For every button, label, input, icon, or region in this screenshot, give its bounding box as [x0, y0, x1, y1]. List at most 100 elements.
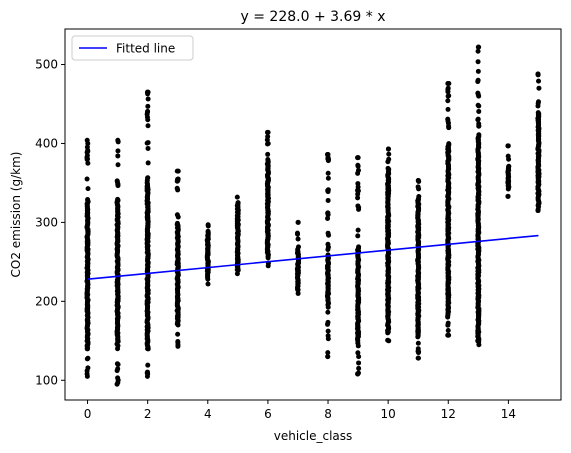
data-point — [295, 236, 301, 242]
data-point — [355, 203, 361, 209]
data-point — [536, 78, 542, 84]
legend: Fitted line — [71, 35, 194, 61]
data-point — [536, 85, 542, 91]
data-point — [325, 354, 331, 360]
x-tick-label: 0 — [84, 407, 92, 421]
data-point — [115, 346, 121, 352]
data-point — [144, 111, 150, 117]
x-tick-label: 10 — [381, 407, 396, 421]
data-point — [505, 143, 511, 149]
data-point — [326, 156, 332, 162]
data-point — [265, 157, 271, 163]
data-point — [355, 155, 361, 161]
legend-box — [71, 35, 194, 61]
x-tick-label: 4 — [204, 407, 212, 421]
data-point — [296, 244, 301, 250]
data-point — [445, 327, 451, 333]
y-tick-label: 500 — [35, 58, 58, 72]
data-point — [445, 320, 451, 326]
data-point — [85, 346, 91, 352]
data-point — [325, 333, 331, 339]
data-point — [355, 233, 361, 239]
data-point — [325, 350, 331, 356]
fitted-line-layer — [87, 234, 539, 281]
data-point — [355, 227, 361, 233]
data-point — [85, 197, 91, 202]
data-point — [115, 137, 121, 143]
data-point — [476, 44, 482, 50]
data-point — [84, 137, 90, 143]
data-point — [175, 168, 181, 174]
data-point — [145, 103, 151, 109]
data-point — [506, 164, 512, 170]
data-point — [505, 186, 511, 192]
x-tick-label: 8 — [324, 407, 332, 421]
data-point — [325, 230, 331, 236]
data-point — [115, 361, 121, 367]
data-point — [415, 178, 421, 184]
data-point — [325, 328, 331, 334]
data-point — [535, 110, 541, 116]
data-point — [476, 123, 482, 129]
data-point — [326, 300, 332, 306]
data-point — [115, 339, 121, 345]
data-point — [115, 148, 121, 154]
data-point — [356, 244, 362, 250]
data-point — [84, 373, 90, 379]
data-point — [295, 219, 301, 225]
data-point — [386, 156, 392, 162]
data-point — [446, 125, 452, 131]
data-point — [205, 281, 211, 287]
data-point — [325, 241, 331, 247]
data-point — [355, 371, 361, 377]
data-point — [234, 194, 240, 200]
data-point — [445, 120, 451, 126]
data-point — [325, 187, 331, 193]
data-point — [115, 196, 121, 202]
data-point — [445, 80, 451, 86]
data-point — [415, 350, 421, 356]
data-point — [476, 132, 482, 138]
data-point — [145, 346, 151, 352]
data-point — [145, 117, 151, 123]
data-point — [476, 93, 482, 99]
data-point — [535, 208, 541, 214]
data-point — [355, 343, 361, 349]
data-point — [324, 152, 330, 158]
data-point — [475, 68, 481, 74]
x-tick-label: 12 — [441, 407, 456, 421]
data-point — [85, 160, 91, 166]
data-point — [84, 356, 90, 362]
data-point — [205, 222, 211, 228]
data-point — [446, 141, 452, 147]
data-point — [506, 156, 512, 162]
data-point — [476, 108, 482, 114]
data-point — [325, 215, 331, 221]
data-point — [175, 343, 181, 349]
data-point — [535, 100, 541, 106]
data-point — [475, 77, 481, 83]
data-point — [386, 338, 392, 344]
data-point — [325, 210, 331, 216]
data-point — [175, 176, 181, 182]
data-point — [114, 179, 120, 185]
data-point — [144, 178, 150, 184]
data-point — [415, 346, 421, 352]
data-point — [85, 148, 91, 154]
y-axis-label: CO2 emission (g/km) — [9, 152, 23, 278]
data-point — [386, 151, 392, 157]
data-point — [355, 184, 361, 190]
data-point — [445, 106, 451, 112]
data-point — [265, 129, 271, 135]
data-point — [385, 165, 391, 171]
data-point — [84, 176, 90, 182]
data-point — [144, 373, 150, 379]
data-point — [446, 332, 452, 338]
data-point — [325, 197, 331, 203]
x-axis-label: vehicle_class — [274, 429, 353, 443]
y-tick-label: 100 — [35, 373, 58, 387]
data-point — [174, 185, 180, 191]
data-point — [355, 350, 361, 356]
data-point — [115, 153, 121, 159]
data-point — [84, 368, 90, 374]
